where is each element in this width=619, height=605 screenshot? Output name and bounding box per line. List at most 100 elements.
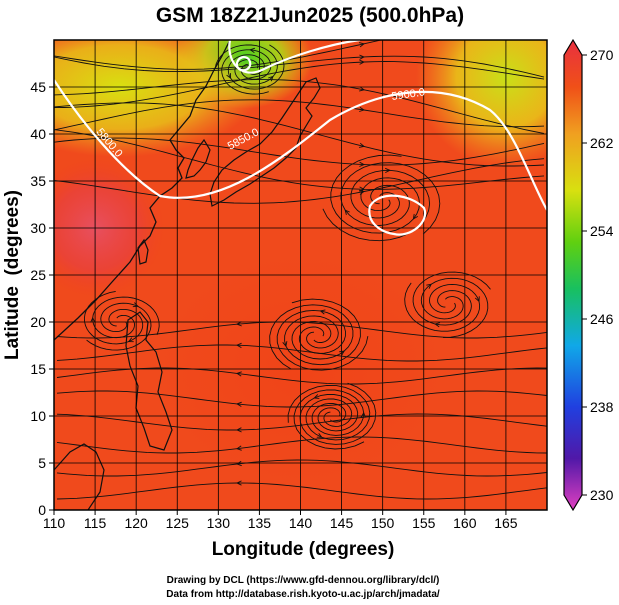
streamline-vortex-a	[269, 304, 354, 370]
x-tick-label-110: 110	[43, 515, 66, 531]
streamline-jet	[54, 158, 545, 204]
x-tick-label-125: 125	[166, 515, 190, 531]
streamline-arrow	[235, 401, 242, 407]
streamline-vortex-c	[420, 277, 489, 338]
streamline-easterly	[56, 344, 547, 362]
streamline-jet	[54, 79, 545, 134]
colorbar-bar	[563, 38, 583, 512]
colorbar: 270 262 254 246 238 230	[563, 38, 614, 512]
coastline-asia	[54, 40, 231, 341]
streamline-easterly	[56, 436, 547, 454]
streamline-vortex-b	[293, 389, 365, 450]
streamline-arrow	[412, 213, 419, 220]
streamline-arrow	[359, 86, 366, 92]
contour-5850-north	[228, 40, 361, 74]
streamline-arrow	[339, 350, 345, 356]
streamline-jet	[54, 137, 545, 166]
colorbar-tick-label-262: 262	[590, 135, 614, 151]
credit-line-1: Drawing by DCL (https://www.gfd-dennou.o…	[167, 575, 440, 586]
streamline-vortex-c	[404, 282, 481, 332]
x-tick-label-120: 120	[124, 515, 148, 531]
x-tick-label-160: 160	[453, 515, 477, 531]
streamline-arrow	[235, 445, 242, 451]
streamline-easterly	[56, 390, 547, 408]
streamline-cold-low	[221, 49, 272, 95]
streamline-arrow	[226, 73, 232, 80]
streamline-arrow	[359, 161, 366, 167]
colorbar-tick-label-238: 238	[590, 399, 614, 415]
streamline-anticyclone	[340, 162, 441, 235]
plot-area: 5800.0 5850.0 5900.0	[53, 39, 548, 511]
streamline-jet	[54, 129, 545, 190]
streamline-vortex-b	[287, 384, 371, 441]
coastline-borneo	[54, 443, 105, 510]
colorbar-tick-label-270: 270	[590, 47, 614, 63]
coastline-philippines	[125, 311, 173, 451]
streamline-arrow	[359, 142, 366, 148]
streamline-arrow	[235, 480, 242, 486]
streamline-jet	[54, 61, 545, 109]
streamline-arrow	[319, 309, 326, 315]
streamline-arrow	[359, 106, 366, 112]
streamline-vortex-d	[83, 290, 144, 345]
streamline-arrow	[282, 341, 288, 348]
y-tick-label-30: 30	[30, 220, 46, 236]
streamline-arrow	[360, 411, 366, 418]
streamline-jet	[54, 55, 545, 78]
streamline-vortex-a	[284, 298, 361, 366]
x-tick-label-165: 165	[494, 515, 518, 531]
coastline-japan	[209, 77, 321, 207]
y-tick-label-25: 25	[30, 267, 46, 283]
streamline-jet	[54, 40, 384, 70]
y-tick-label-15: 15	[30, 361, 46, 377]
contour-5900-high	[368, 194, 427, 236]
x-tick-label-115: 115	[84, 515, 107, 531]
x-tick-label-130: 130	[207, 515, 231, 531]
streamline-vortex-d	[86, 302, 152, 351]
streamline-anticyclone	[330, 154, 420, 234]
streamline-arrow	[235, 371, 242, 377]
streamline-easterly	[56, 413, 547, 431]
streamline-arrow	[268, 75, 274, 82]
streamline-arrow	[90, 316, 96, 323]
x-tick-label-135: 135	[248, 515, 272, 531]
streamline-arrow	[235, 321, 242, 327]
streamline-arrow	[358, 42, 365, 48]
x-tick-label-155: 155	[412, 515, 436, 531]
chart-title: GSM 18Z21Jun2025 (500.0hPa)	[156, 4, 464, 27]
streamline-easterly	[56, 321, 547, 339]
coastline-taiwan	[137, 238, 149, 265]
streamline-vortex-b	[299, 382, 377, 445]
streamline-easterly	[56, 459, 547, 477]
y-tick-label-35: 35	[30, 173, 46, 189]
y-tick-label-40: 40	[30, 126, 46, 142]
streamline-arrow	[316, 433, 323, 438]
streamline-easterly	[56, 367, 547, 385]
colorbar-tick-label-246: 246	[590, 311, 614, 327]
streamline-arrow	[132, 302, 139, 308]
streamline-arrow	[235, 460, 242, 467]
streamline-jet	[54, 102, 545, 167]
streamline-arrow	[434, 322, 441, 328]
y-tick-label-20: 20	[30, 314, 46, 330]
streamline-arrow	[127, 337, 134, 343]
x-tick-label-145: 145	[330, 515, 354, 531]
colorbar-tick-label-230: 230	[590, 487, 614, 503]
credit-line-2: Data from http://database.rish.kyoto-u.a…	[166, 589, 440, 600]
y-tick-label-45: 45	[30, 79, 46, 95]
y-tick-label-10: 10	[30, 408, 46, 424]
streamline-arrow	[385, 167, 391, 174]
streamline-jet	[54, 99, 545, 131]
streamline-arrow	[249, 47, 256, 53]
streamline-easterly	[56, 482, 547, 500]
streamline-arrow	[344, 209, 350, 216]
colorbar-tick-label-254: 254	[590, 223, 614, 239]
streamline-arrow	[235, 342, 242, 348]
streamline-arrow	[474, 296, 480, 303]
y-tick-label-0: 0	[38, 502, 46, 518]
streamline-vortex-a	[276, 309, 369, 371]
streamline-cold-low	[214, 44, 278, 85]
streamline-arrow	[359, 54, 366, 60]
streamline-vortex-c	[412, 271, 491, 326]
